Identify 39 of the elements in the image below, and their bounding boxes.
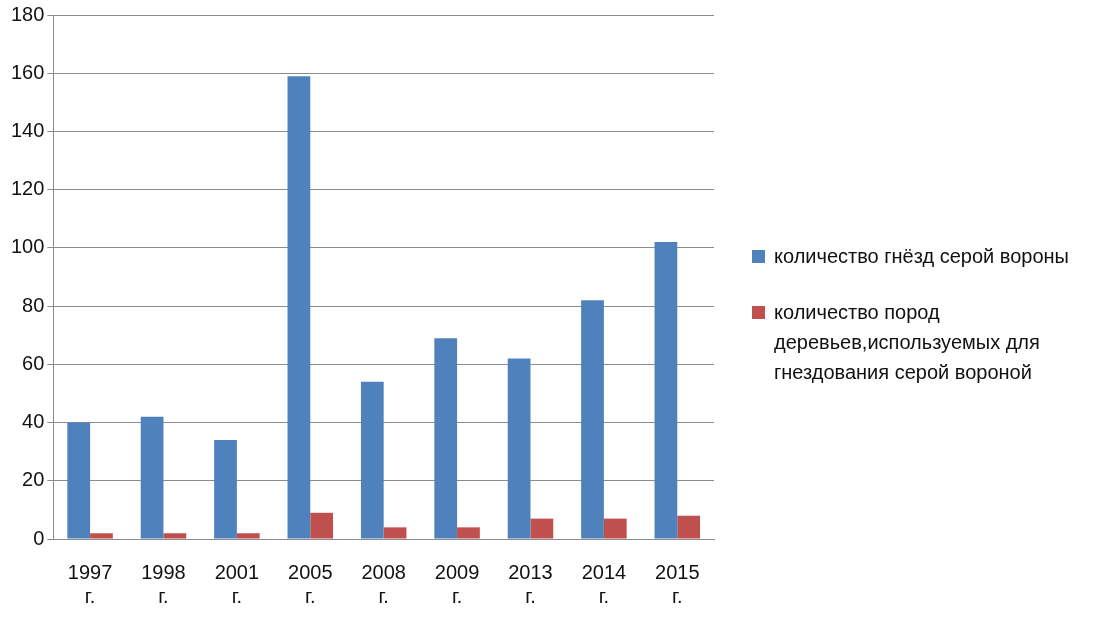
bar [530,518,554,539]
bar [581,300,604,539]
bar [434,338,458,539]
bar [163,533,187,539]
bar [140,416,164,539]
y-tick-label: 20 [22,468,45,491]
bar [654,242,678,539]
bar [287,76,311,539]
x-tick-label: 2005 г. [288,560,333,607]
x-tick-label: 2014 г. [581,560,627,607]
bar [214,440,237,539]
bar [677,515,701,539]
y-tick-label: 180 [10,2,45,25]
y-tick-label: 120 [10,177,45,200]
x-tick-label: 1997 г. [67,560,113,607]
bar [457,527,480,539]
bar [603,518,627,539]
bar [236,533,260,539]
x-tick-label: 2015 г. [655,560,700,607]
y-tick-label: 160 [10,60,45,83]
y-tick-label: 140 [10,118,45,141]
y-tick-label: 0 [33,526,45,549]
bar [507,358,531,539]
bar [383,527,407,539]
bar [360,381,384,539]
y-tick-label: 40 [22,410,45,433]
x-tick-label: 2001 г. [214,560,260,607]
x-tick-label: 2013 г. [508,560,553,607]
bar [310,512,334,539]
bar [90,533,113,539]
y-tick-label: 80 [22,293,45,316]
legend-label: количество гнёзд серой вороны [774,243,1069,269]
x-tick-label: 2008 г. [361,560,406,607]
legend-label: количество пород деревьев,используемых для гнездования серой вороной [774,299,1041,385]
y-tick-label: 100 [10,235,45,258]
bar [67,422,91,539]
y-tick-label: 60 [22,351,45,374]
x-tick-label: 1998 г. [141,560,186,607]
x-tick-label: 2009 г. [434,560,480,607]
